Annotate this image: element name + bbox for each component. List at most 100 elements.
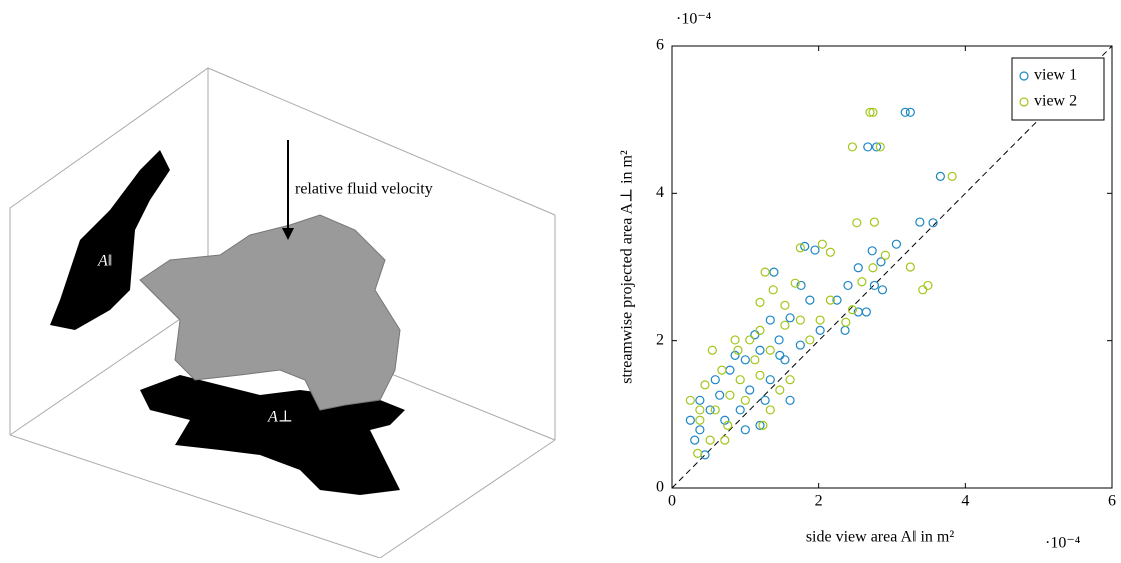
point (700, 380, 710, 390)
point (857, 277, 867, 287)
arrow-label: relative fluid velocity (295, 181, 433, 198)
point (865, 107, 875, 117)
point (695, 415, 705, 425)
point (730, 335, 740, 345)
point (875, 142, 885, 152)
bottom-label: A⊥ (267, 409, 293, 426)
point (730, 350, 740, 360)
point (843, 280, 853, 291)
point (720, 415, 730, 425)
point (707, 345, 717, 355)
x-tick-label: 4 (961, 493, 969, 510)
point (715, 390, 725, 400)
point (765, 315, 775, 325)
point (775, 385, 785, 395)
point (918, 285, 928, 295)
point (869, 280, 880, 291)
point (947, 171, 957, 181)
point (795, 315, 805, 325)
point (758, 420, 768, 430)
point (685, 415, 695, 425)
y-tick-label: 2 (656, 331, 664, 348)
point (905, 262, 915, 272)
x-multiplier: ·10⁻⁴ (1045, 535, 1081, 552)
point (805, 335, 815, 345)
point (847, 305, 858, 315)
point (847, 142, 858, 152)
point (868, 263, 878, 273)
point (795, 243, 805, 253)
point (725, 365, 735, 375)
side-shadow (50, 150, 170, 330)
point (693, 448, 703, 458)
point (768, 285, 778, 295)
point (685, 395, 695, 405)
point (780, 300, 790, 310)
point (717, 365, 727, 375)
legend-box (1011, 57, 1105, 121)
point (785, 395, 795, 405)
point (755, 325, 765, 335)
point (905, 107, 915, 117)
point (876, 257, 886, 267)
point (810, 245, 820, 255)
y-axis-label: streamwise projected area A⊥ in m² (619, 150, 636, 384)
point (725, 390, 735, 400)
point (832, 295, 842, 305)
point (760, 267, 770, 277)
x-axis-label: side view area A‖ in m² (806, 529, 955, 546)
point (755, 345, 765, 355)
point (755, 420, 765, 430)
point (868, 107, 878, 117)
point (785, 375, 795, 385)
point (780, 355, 790, 365)
side-label: A‖ (97, 253, 112, 270)
point (733, 345, 743, 355)
y-tick-label: 0 (656, 479, 664, 496)
point (815, 325, 825, 335)
point (790, 278, 800, 288)
point (775, 350, 785, 360)
identity-line (671, 45, 1113, 489)
point (915, 217, 925, 227)
point (805, 295, 815, 305)
point (705, 405, 715, 415)
point (796, 280, 806, 291)
point (765, 345, 775, 355)
particle (139, 214, 401, 411)
point (840, 325, 850, 335)
point (852, 218, 862, 228)
point (795, 340, 805, 350)
point (690, 435, 700, 445)
point (755, 297, 765, 307)
box-edge (9, 67, 556, 216)
point (867, 246, 877, 256)
point (891, 239, 902, 249)
point (841, 317, 851, 327)
point (774, 335, 784, 345)
legend-label: view 2 (1034, 93, 1077, 110)
point (871, 142, 882, 152)
point (735, 375, 745, 385)
point (900, 107, 910, 117)
y-multiplier: ·10⁻⁴ (676, 11, 712, 28)
plot-frame (671, 45, 1113, 489)
point (740, 395, 750, 405)
point (861, 307, 871, 317)
point (745, 385, 755, 395)
legend-marker (1019, 71, 1029, 81)
point (750, 330, 760, 340)
x-tick-label: 6 (1108, 493, 1116, 510)
point (710, 405, 720, 415)
x-tick-label: 2 (815, 493, 823, 510)
point (720, 435, 730, 445)
point (785, 313, 795, 323)
point (817, 239, 827, 249)
point (695, 425, 705, 435)
point (877, 285, 888, 295)
point (760, 395, 770, 405)
y-tick-label: 4 (656, 184, 664, 201)
point (705, 435, 715, 445)
y-tick-label: 6 (656, 37, 664, 54)
